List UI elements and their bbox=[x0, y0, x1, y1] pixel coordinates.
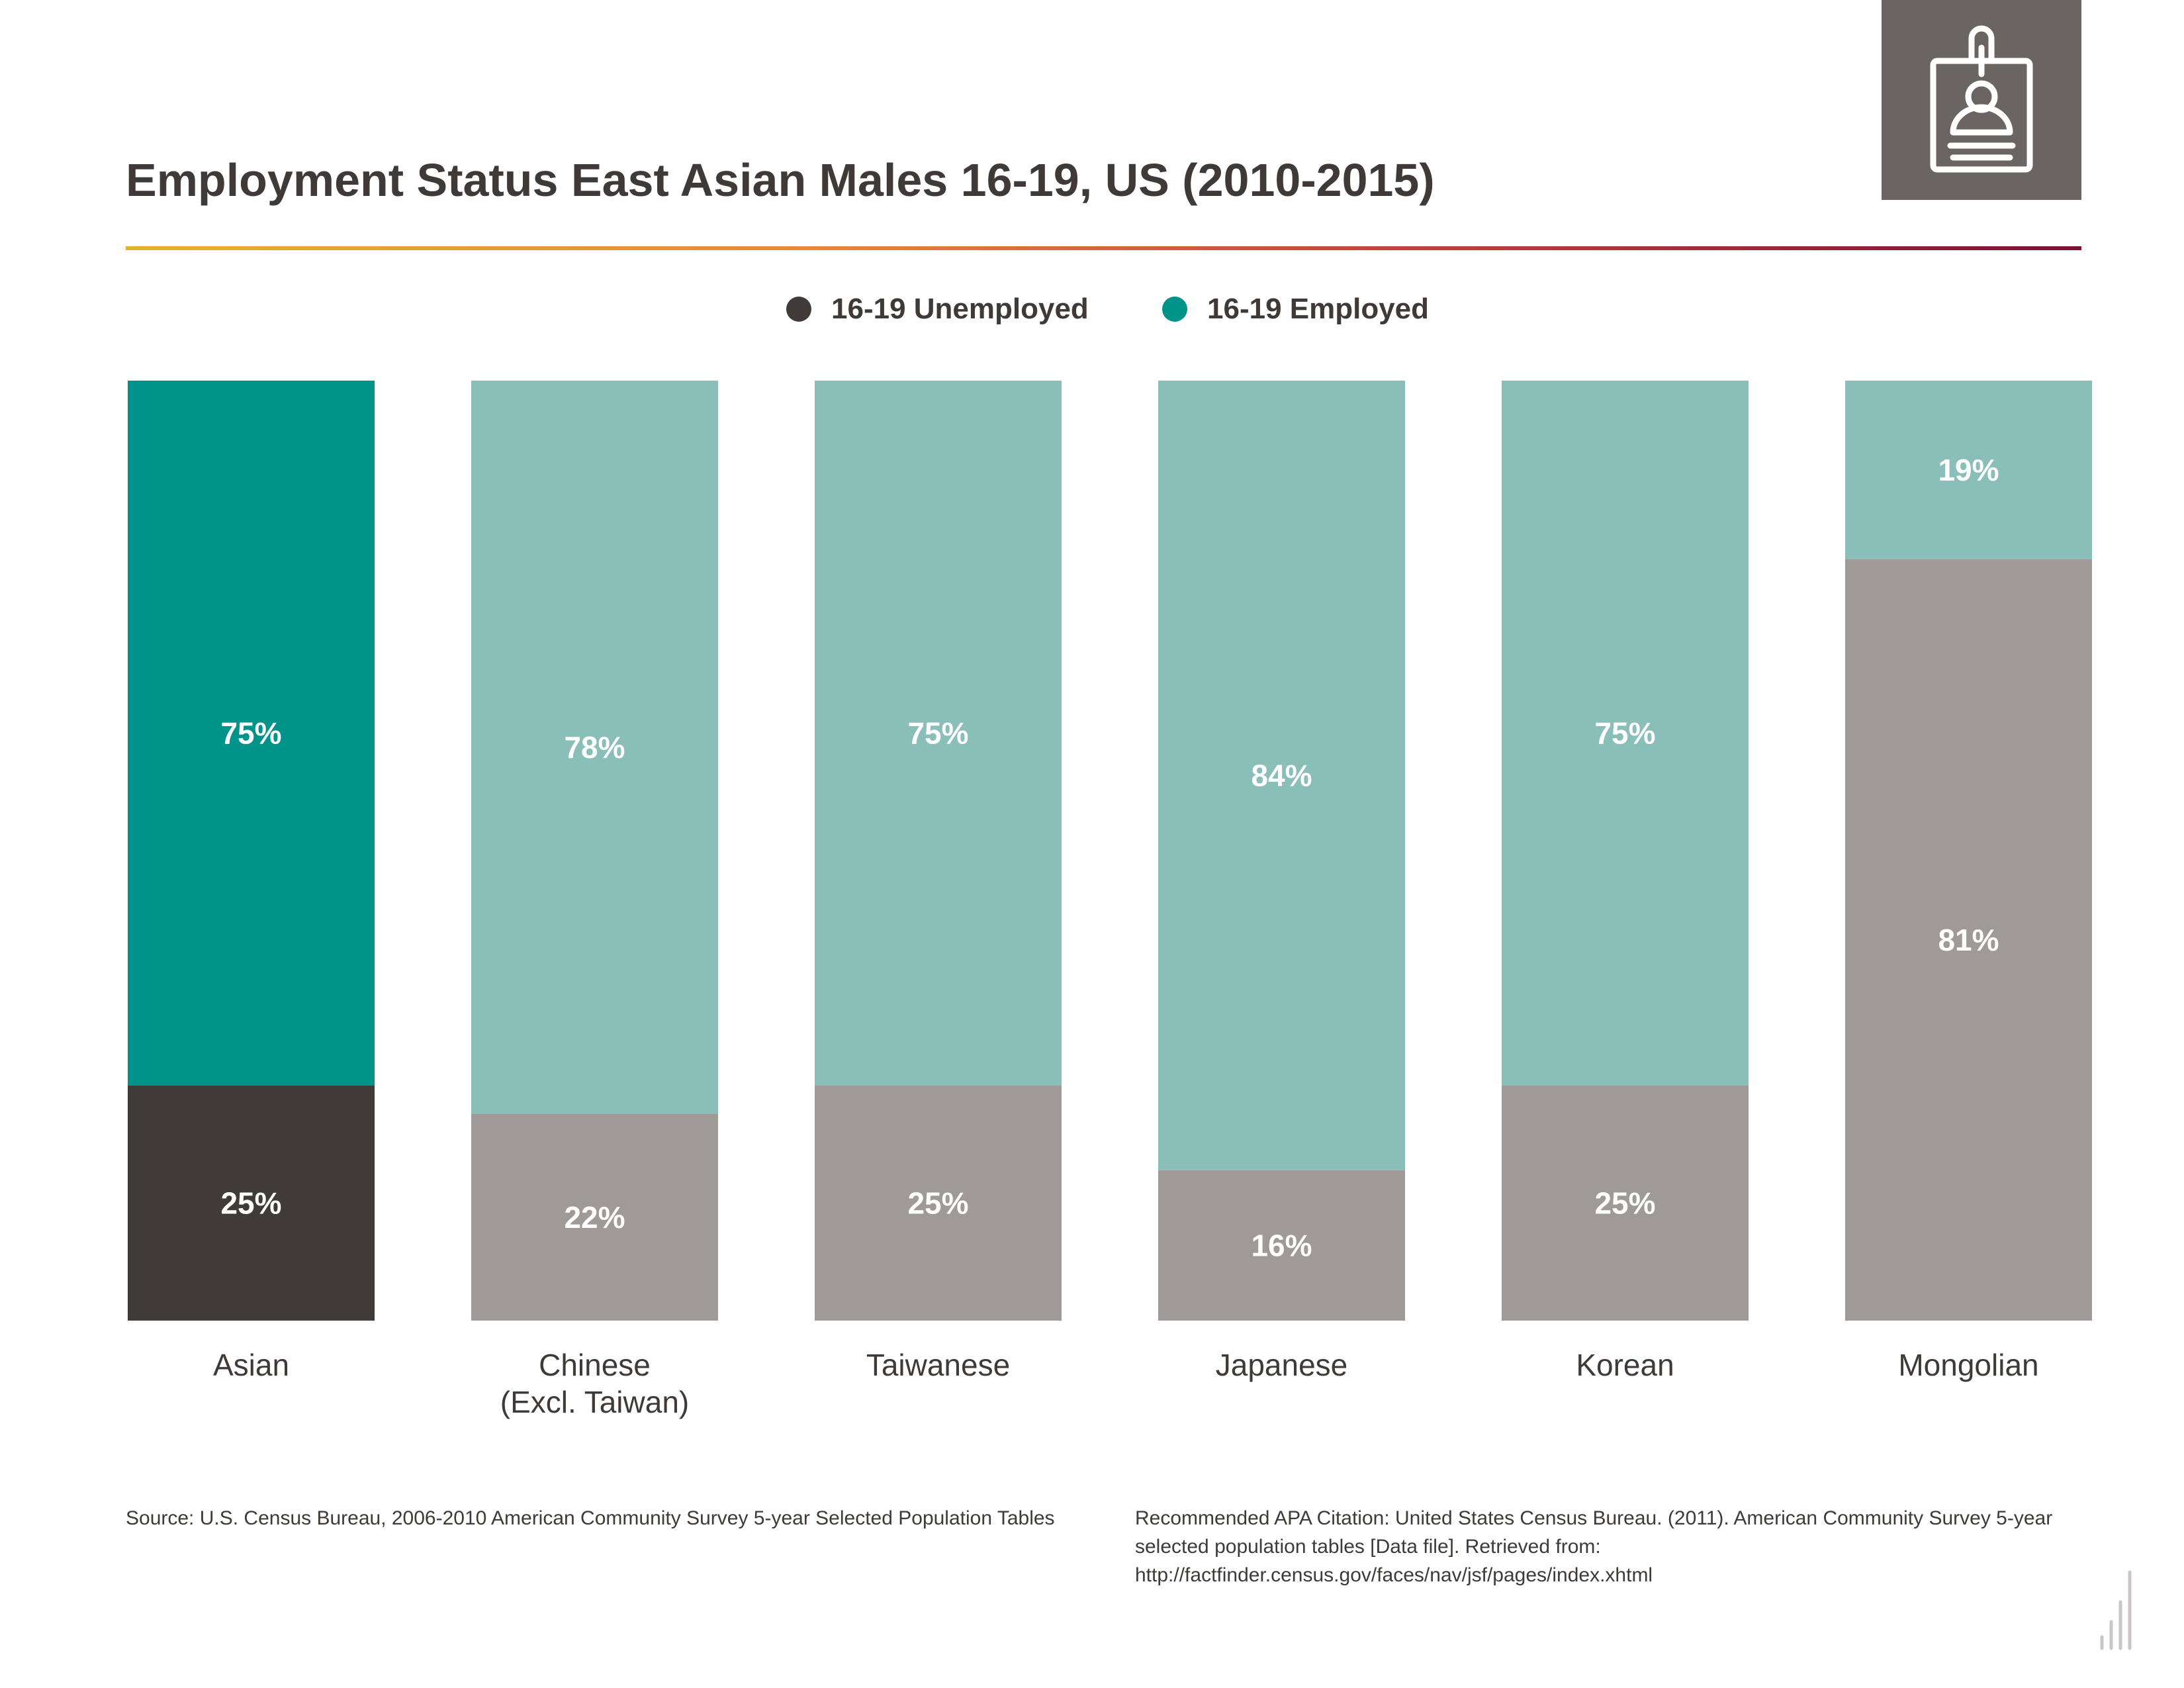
bar-chart-logo-icon bbox=[2098, 1566, 2138, 1655]
category-label-2-0: Taiwanese bbox=[866, 1348, 1010, 1382]
legend-unemployed-label: 16-19 Unemployed bbox=[831, 293, 1089, 325]
legend-item-employed: 16-19 Employed bbox=[1162, 289, 1429, 329]
category-label-3-0: Japanese bbox=[1216, 1348, 1348, 1382]
category-label-5-0: Mongolian bbox=[1898, 1348, 2038, 1382]
data-label-unemployed-0: 25% bbox=[220, 1186, 281, 1221]
legend-unemployed-swatch bbox=[786, 297, 811, 322]
category-label-0-0: Asian bbox=[213, 1348, 289, 1382]
bar-unemployed-4 bbox=[1502, 1086, 1749, 1321]
data-label-employed-5: 19% bbox=[1938, 453, 1999, 487]
category-label-1-0: Chinese bbox=[539, 1348, 651, 1382]
data-label-unemployed-1: 22% bbox=[564, 1200, 625, 1235]
stacked-bar-chart: 75% 25% Asian 78% 22% Chinese(Excl. Taiwan) 75… bbox=[128, 381, 2092, 1419]
bar-employed-0 bbox=[128, 381, 375, 1086]
citation-note: Recommended APA Citation: United States … bbox=[1135, 1507, 2053, 1586]
data-label-unemployed-3: 16% bbox=[1251, 1228, 1312, 1262]
bar-employed-3 bbox=[1158, 381, 1405, 1170]
bar-employed-4 bbox=[1502, 381, 1749, 1086]
data-label-unemployed-4: 25% bbox=[1594, 1186, 1655, 1221]
legend-item-unemployed: 16-19 Unemployed bbox=[786, 289, 1089, 329]
data-label-employed-4: 75% bbox=[1594, 716, 1655, 751]
bar-unemployed-1 bbox=[471, 1113, 718, 1321]
bar-unemployed-3 bbox=[1158, 1170, 1405, 1321]
bar-unemployed-2 bbox=[815, 1086, 1062, 1321]
bar-employed-5 bbox=[1845, 381, 2092, 559]
bar-unemployed-0 bbox=[128, 1086, 375, 1321]
data-label-employed-2: 75% bbox=[907, 716, 968, 751]
data-label-employed-3: 84% bbox=[1251, 758, 1312, 792]
data-label-employed-0: 75% bbox=[220, 716, 281, 751]
title-divider bbox=[126, 246, 2081, 250]
chart-title: Employment Status East Asian Males 16-19… bbox=[126, 154, 1435, 206]
legend-employed-swatch bbox=[1162, 297, 1187, 322]
bar-employed-1 bbox=[471, 381, 718, 1114]
category-label-4-0: Korean bbox=[1576, 1348, 1674, 1382]
id-badge-icon bbox=[1882, 0, 2081, 200]
category-label-1-1: (Excl. Taiwan) bbox=[500, 1385, 689, 1419]
bar-unemployed-5 bbox=[1845, 559, 2092, 1321]
data-label-employed-1: 78% bbox=[564, 730, 625, 765]
data-label-unemployed-2: 25% bbox=[907, 1186, 968, 1221]
legend-employed-label: 16-19 Employed bbox=[1207, 293, 1430, 325]
source-note: Source: U.S. Census Bureau, 2006-2010 Am… bbox=[126, 1507, 1055, 1529]
data-label-unemployed-5: 81% bbox=[1938, 923, 1999, 957]
bar-employed-2 bbox=[815, 381, 1062, 1086]
